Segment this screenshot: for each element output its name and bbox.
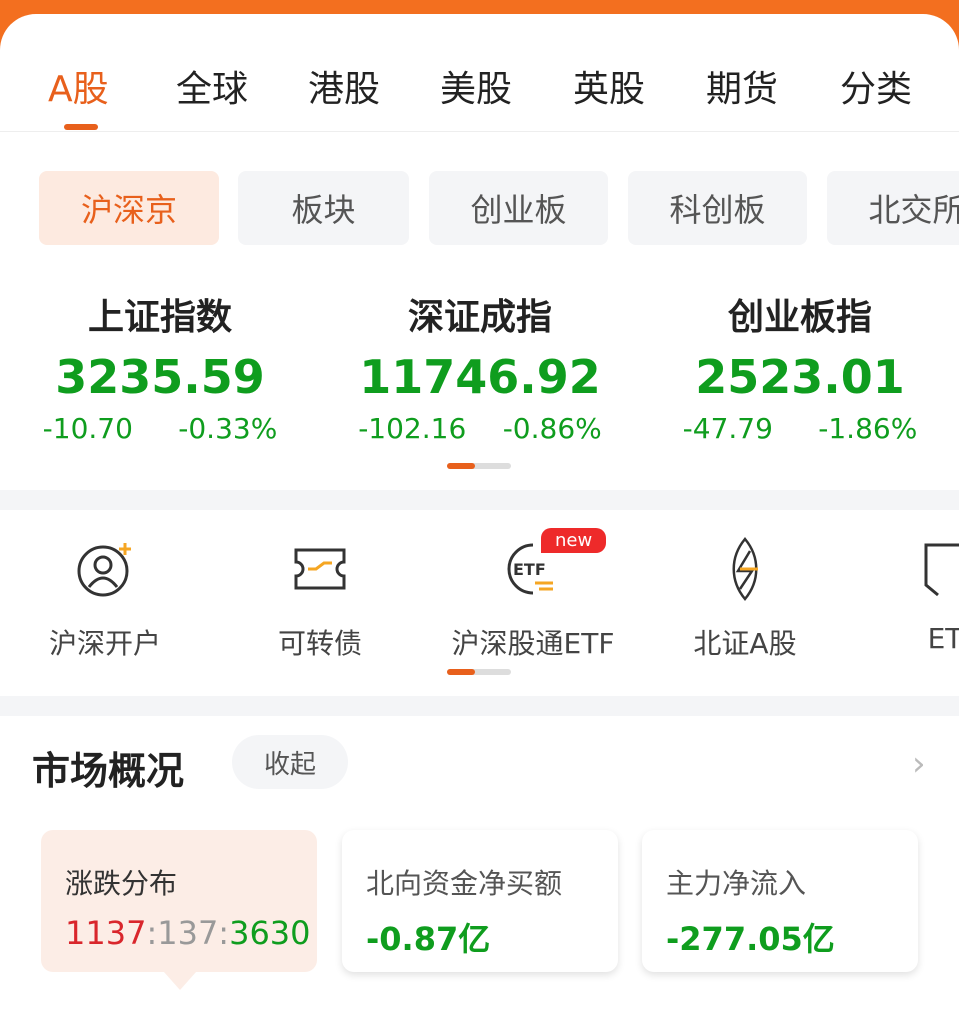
tab-hk[interactable]: 港股 [308,69,381,110]
etf-exchange-icon: ETF [507,543,553,595]
index-card[interactable]: 创业板指 2523.01 -47.79 -1.86% [682,297,918,445]
chip-hs[interactable]: 沪深京 [39,171,219,245]
divider [0,490,959,510]
chip-bse[interactable]: 北交所 [827,171,959,245]
tab-global[interactable]: 全球 [176,69,249,110]
etf-icon [924,543,959,597]
section-title: 市场概况 [32,749,185,793]
market-panel: A股 全球 港股 美股 英股 期货 分类 沪深京 板块 创业板 科创板 北交所 … [0,14,959,1014]
divider [0,696,959,716]
chip-chinext[interactable]: 创业板 [429,171,608,245]
svg-text:ETF: ETF [513,560,546,579]
index-pager [447,463,511,469]
new-badge: new [541,528,607,553]
entry-pager [447,669,511,675]
index-card[interactable]: 深证成指 11746.92 -102.16 -0.86% [358,297,602,445]
lightning-icon [732,537,758,601]
tab-a-shares[interactable]: A股 [48,69,109,110]
index-card[interactable]: 上证指数 3235.59 -10.70 -0.33% [42,297,278,445]
user-add-icon [77,543,131,597]
tab-futures[interactable]: 期货 [706,69,779,110]
tab-indicator [64,124,98,130]
card-updown-distribution[interactable]: 涨跌分布 1137:137:3630 [41,830,317,972]
collapse-button[interactable]: 收起 [232,735,348,789]
entry-etf[interactable]: ET [845,534,959,655]
entry-open-account[interactable]: 沪深开户 [5,534,205,662]
entry-bse-a[interactable]: 北证A股 [645,534,845,662]
entry-hs-etf[interactable]: ETF 沪深股通ETF [433,534,633,662]
chip-sector[interactable]: 板块 [238,171,409,245]
card-northbound[interactable]: 北向资金净买额 -0.87亿 [342,830,618,972]
ticket-icon [294,548,346,590]
tab-us[interactable]: 美股 [440,69,513,110]
chevron-right-icon[interactable]: › [912,744,926,784]
card-main-inflow[interactable]: 主力净流入 -277.05亿 [642,830,918,972]
entry-convertible[interactable]: 可转债 [220,534,420,662]
tab-uk[interactable]: 英股 [573,69,646,110]
market-tabs: A股 全球 港股 美股 英股 期货 分类 [0,14,959,132]
tab-category[interactable]: 分类 [840,69,913,110]
card-pointer [164,972,196,1006]
chip-star[interactable]: 科创板 [628,171,807,245]
